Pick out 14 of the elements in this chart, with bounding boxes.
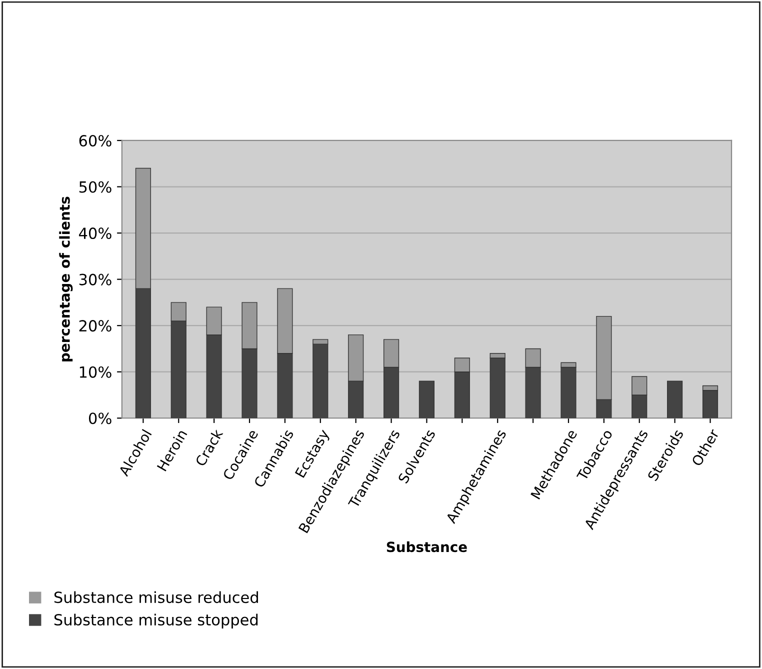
bar	[560, 366, 576, 418]
y-tick-label: 60%	[79, 134, 112, 147]
y-tick-label: 30%	[79, 274, 112, 286]
bar	[418, 380, 435, 418]
y-tick-label: 10%	[80, 366, 112, 378]
y-tick-label: 0%	[88, 412, 112, 424]
x-axis-title: Substance	[386, 541, 467, 552]
bar	[667, 380, 683, 418]
y-tick-label: 20%	[79, 320, 112, 332]
y-tick-label: 40%	[78, 228, 112, 240]
legend-label: Substance misuse reduced	[54, 591, 258, 604]
legend-label: Substance misuse stopped	[54, 614, 258, 628]
y-axis-title: percentage of clients	[59, 196, 73, 362]
y-tick-label: 50%	[79, 181, 112, 193]
